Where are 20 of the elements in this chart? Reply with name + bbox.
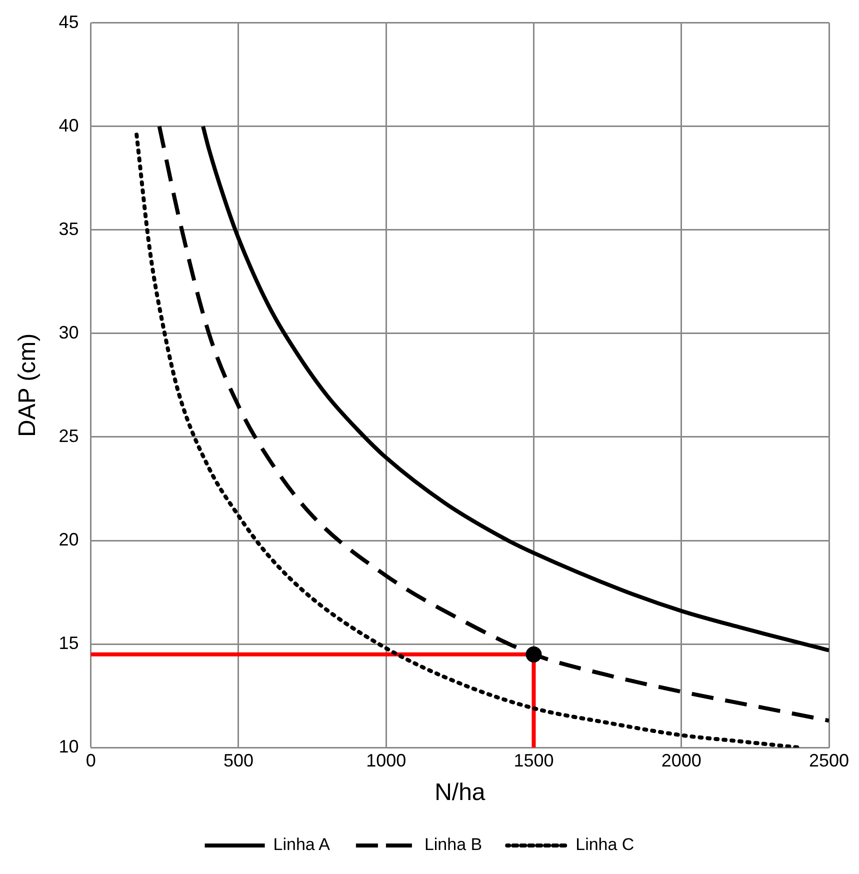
legend-label: Linha B	[424, 835, 482, 854]
x-tick-label: 1000	[366, 750, 406, 770]
legend-label: Linha A	[273, 835, 331, 854]
y-tick-label: 35	[58, 218, 79, 239]
y-tick-label: 10	[58, 736, 79, 757]
y-tick-label: 45	[58, 12, 79, 32]
line-series	[201, 124, 829, 652]
y-tick-label: 25	[58, 426, 79, 446]
x-axis-title: N/ha	[434, 779, 486, 806]
x-tick-label: 0	[86, 750, 96, 770]
x-tick-label: 2500	[808, 750, 850, 770]
y-tick-label: 30	[58, 322, 79, 342]
x-tick-label: 1500	[514, 750, 554, 770]
y-tick-label: 40	[58, 115, 79, 136]
x-tick-label: 500	[223, 750, 254, 770]
y-tick-label: 15	[58, 633, 79, 654]
y-tick-label: 20	[58, 529, 79, 550]
y-axis-title: DAP (cm)	[14, 333, 42, 437]
x-tick-label: 2000	[661, 750, 702, 770]
legend-label: Linha C	[576, 835, 634, 854]
